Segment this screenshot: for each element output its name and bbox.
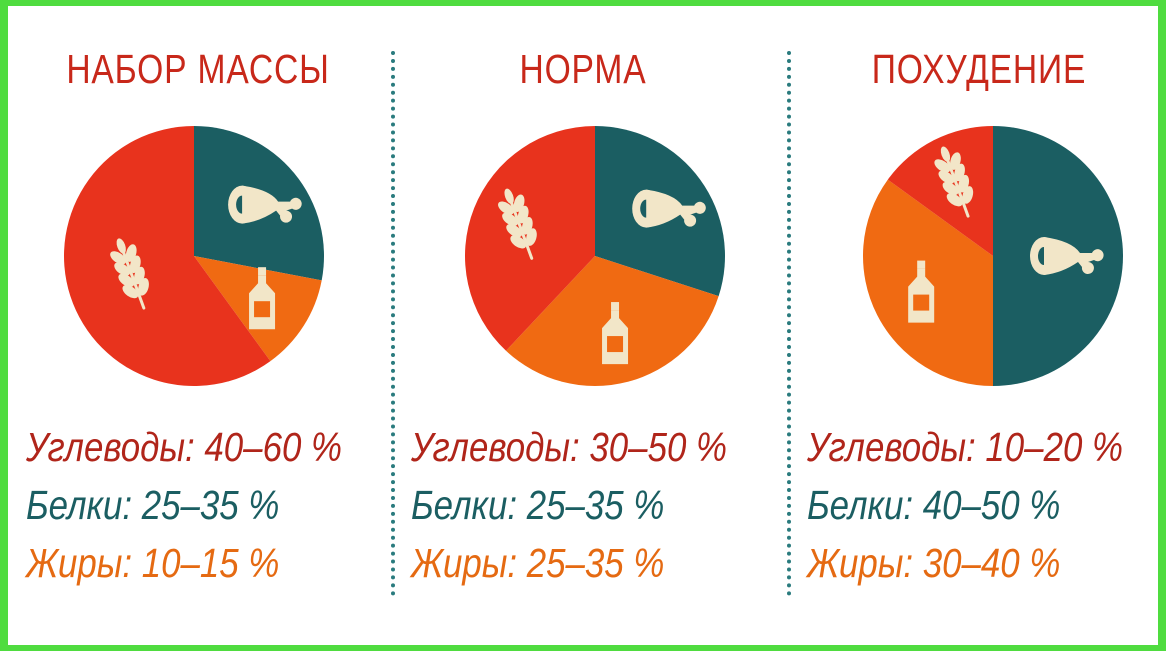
pie-chart-normal — [465, 126, 725, 386]
divider — [391, 51, 395, 596]
legend: Углеводы: 10–20 % Белки: 40–50 % Жиры: 3… — [807, 418, 1166, 592]
pie-slice-carbs — [887, 126, 993, 256]
pie-chart-weight-loss — [863, 126, 1123, 386]
legend-protein: Белки: 25–35 % — [411, 482, 665, 528]
legend: Углеводы: 40–60 % Белки: 25–35 % Жиры: 1… — [26, 418, 386, 592]
legend-protein: Белки: 25–35 % — [26, 482, 280, 528]
panel-mass-gain: НАБОР МАССЫ Углеводы: 40–60 % Белки: 25–… — [8, 6, 388, 645]
pie-chart-mass-gain — [63, 126, 325, 386]
legend-fat: Жиры: 10–15 % — [26, 540, 280, 586]
legend-protein: Белки: 40–50 % — [807, 482, 1061, 528]
wheat-icon — [934, 146, 974, 218]
infographic-frame: НАБОР МАССЫ Углеводы: 40–60 % Белки: 25–… — [8, 6, 1158, 645]
pie-slice-carbs — [63, 126, 271, 386]
panel-title: НОРМА — [519, 46, 647, 92]
wheat-icon — [498, 188, 537, 260]
panel-title: ПОХУДЕНИЕ — [871, 46, 1087, 92]
legend-fat: Жиры: 30–40 % — [807, 540, 1061, 586]
oil-bottle-icon — [249, 267, 276, 330]
ham-icon — [228, 185, 302, 224]
legend-fat: Жиры: 25–35 % — [411, 540, 665, 586]
legend: Углеводы: 30–50 % Белки: 25–35 % Жиры: 2… — [411, 418, 771, 592]
oil-bottle-icon — [908, 260, 935, 323]
panel-title: НАБОР МАССЫ — [66, 46, 330, 92]
oil-bottle-icon — [602, 302, 629, 365]
legend-carbs: Углеводы: 10–20 % — [807, 424, 1124, 470]
legend-carbs: Углеводы: 30–50 % — [411, 424, 728, 470]
panel-normal: НОРМА Углеводы: 30–50 % Белки: 25–35 % Ж… — [393, 6, 773, 645]
legend-carbs: Углеводы: 40–60 % — [26, 424, 343, 470]
ham-icon — [1030, 237, 1104, 275]
ham-icon — [632, 189, 706, 228]
panel-weight-loss: ПОХУДЕНИЕ Углеводы: 10–20 % Белки: 40–50… — [789, 6, 1166, 645]
wheat-icon — [110, 238, 149, 310]
divider — [787, 51, 791, 596]
